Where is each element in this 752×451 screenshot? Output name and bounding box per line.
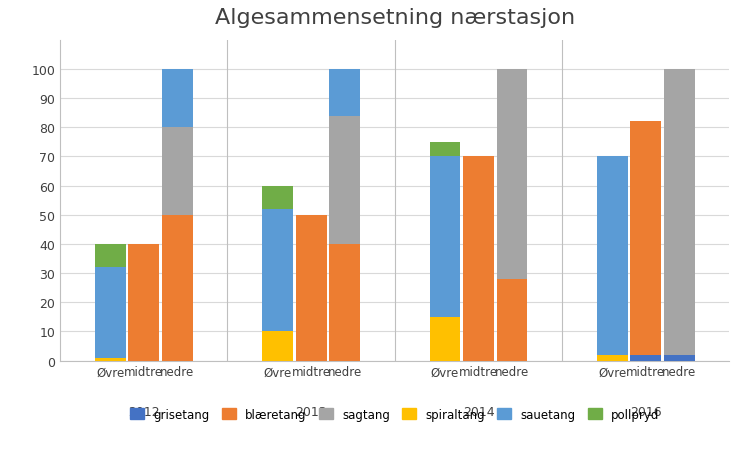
Bar [630,122,661,355]
Bar [262,186,293,209]
Bar [463,157,494,361]
Bar [429,317,460,361]
Bar [664,355,695,361]
Bar [496,279,527,361]
Bar [95,267,126,358]
Bar [95,358,126,361]
Bar [162,128,193,215]
Bar [162,215,193,361]
Text: 2013: 2013 [296,405,327,418]
Bar [597,157,628,355]
Text: 2016: 2016 [630,405,662,418]
Bar [262,331,293,361]
Bar [429,143,460,157]
Bar [329,70,360,116]
Bar [429,157,460,317]
Bar [329,244,360,361]
Legend: grisetang, blæretang, sagtang, spiraltang, sauetang, pollpryd: grisetang, blæretang, sagtang, spiraltan… [126,403,664,425]
Bar [630,355,661,361]
Text: 2014: 2014 [462,405,494,418]
Bar [95,244,126,267]
Bar [129,244,159,361]
Text: 2012: 2012 [128,405,159,418]
Bar [262,209,293,331]
Bar [162,70,193,128]
Title: Algesammensetning nærstasjon: Algesammensetning nærstasjon [215,8,575,28]
Bar [496,70,527,279]
Bar [664,70,695,355]
Bar [597,355,628,361]
Bar [329,116,360,244]
Bar [296,215,326,361]
